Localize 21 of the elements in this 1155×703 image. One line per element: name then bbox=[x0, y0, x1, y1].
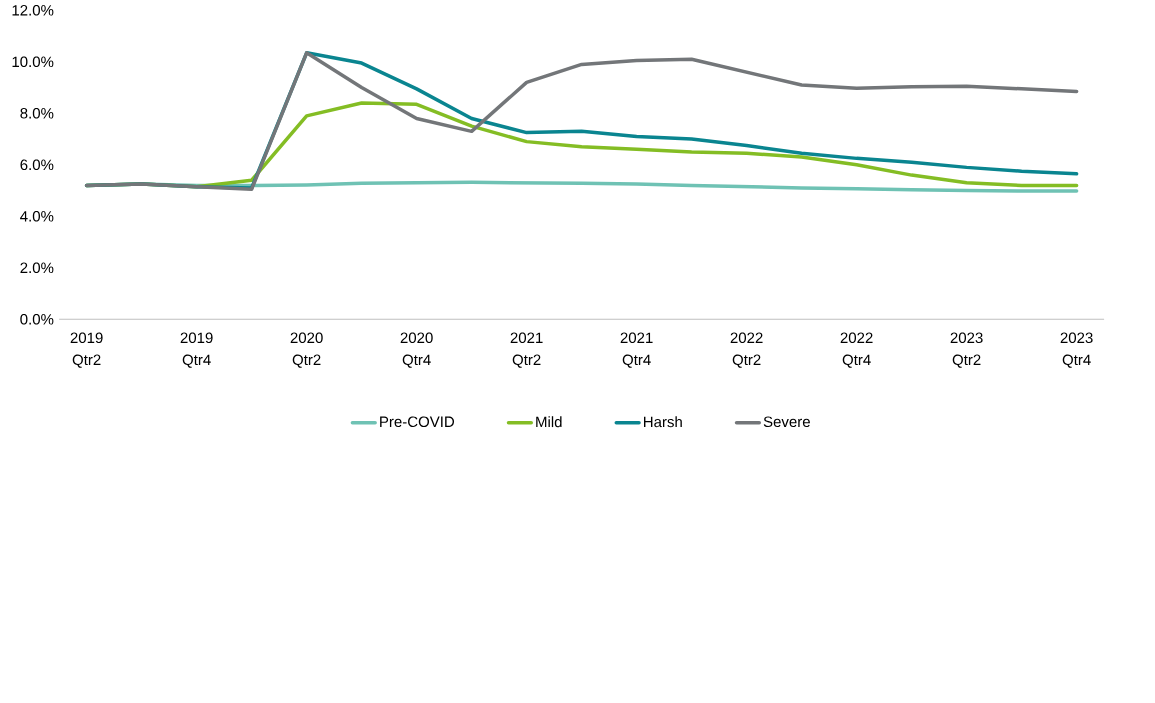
x-tick-label: 2023 Qtr4 bbox=[1060, 332, 1093, 368]
x-tick-label: 2021 Qtr4 bbox=[620, 332, 653, 368]
y-tick-label: 10.0% bbox=[12, 56, 54, 68]
y-tick-label: 8.0% bbox=[20, 107, 54, 119]
x-tick-label: 2020 Qtr4 bbox=[400, 332, 433, 368]
legend-label: Mild bbox=[536, 416, 562, 428]
y-tick-label: 6.0% bbox=[20, 159, 54, 171]
x-tick-label: 2019 Qtr4 bbox=[180, 332, 213, 368]
y-tick-label: 12.0% bbox=[12, 4, 54, 16]
legend-label: Severe bbox=[763, 416, 810, 428]
y-tick-label: 2.0% bbox=[20, 262, 54, 274]
y-tick-label: 4.0% bbox=[20, 210, 54, 222]
x-tick-label: 2022 Qtr4 bbox=[840, 332, 873, 368]
legend-label: Harsh bbox=[644, 416, 682, 428]
x-tick-label: 2019 Qtr2 bbox=[70, 332, 103, 368]
x-tick-label: 2023 Qtr2 bbox=[950, 332, 983, 368]
x-tick-label: 2020 Qtr2 bbox=[290, 332, 323, 368]
y-tick-label: 0.0% bbox=[20, 313, 54, 325]
x-tick-label: 2021 Qtr2 bbox=[510, 332, 543, 368]
legend-label: Pre-COVID bbox=[380, 416, 455, 428]
x-tick-label: 2022 Qtr2 bbox=[730, 332, 763, 368]
